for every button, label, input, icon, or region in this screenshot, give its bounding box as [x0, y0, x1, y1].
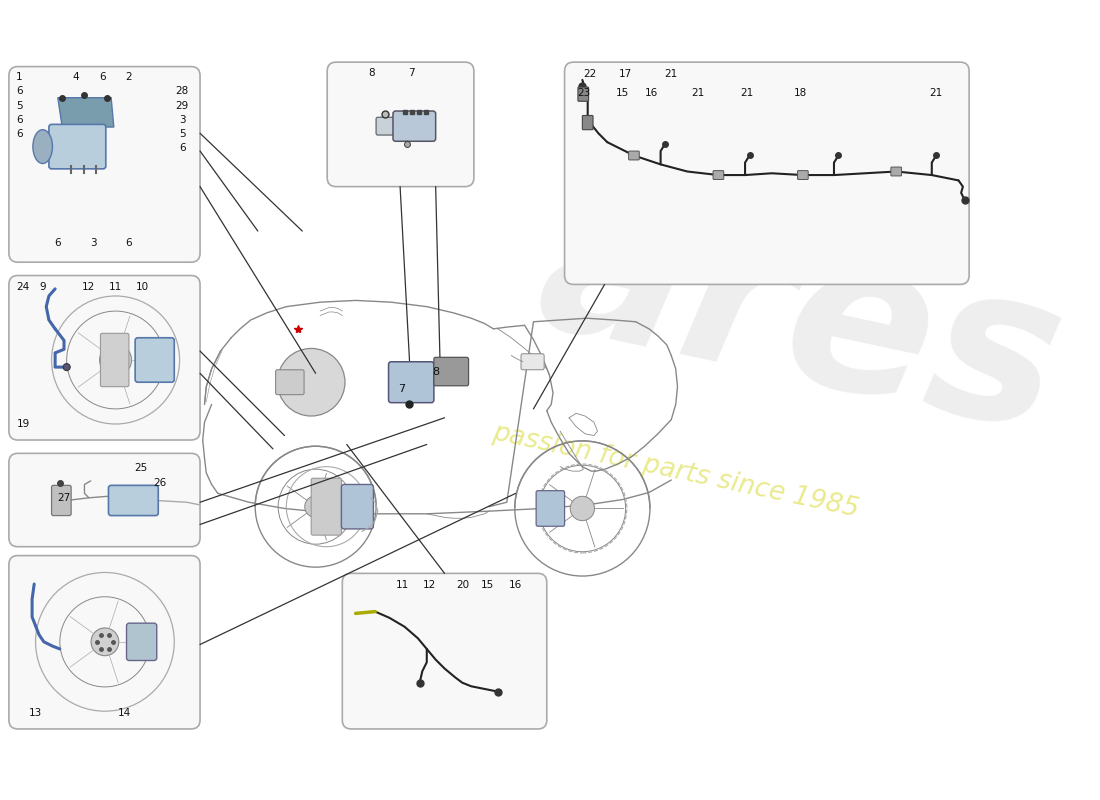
Text: 1: 1: [16, 72, 23, 82]
Text: 24: 24: [16, 282, 30, 292]
FancyBboxPatch shape: [891, 167, 902, 176]
Text: 22: 22: [583, 69, 596, 78]
Text: 15: 15: [481, 580, 494, 590]
Text: passion for parts since 1985: passion for parts since 1985: [491, 419, 861, 522]
Text: 6: 6: [179, 143, 186, 154]
Text: 12: 12: [422, 580, 436, 590]
FancyBboxPatch shape: [578, 87, 588, 102]
FancyBboxPatch shape: [9, 275, 200, 440]
Text: 26: 26: [153, 478, 167, 488]
Ellipse shape: [33, 130, 53, 163]
FancyBboxPatch shape: [9, 66, 200, 262]
Text: 16: 16: [645, 88, 658, 98]
Circle shape: [91, 628, 119, 656]
Text: 18: 18: [793, 88, 806, 98]
FancyBboxPatch shape: [713, 170, 724, 179]
Text: 10: 10: [135, 282, 149, 292]
Text: 21: 21: [664, 69, 678, 78]
FancyBboxPatch shape: [393, 111, 436, 142]
Text: 3: 3: [179, 115, 186, 125]
Text: 12: 12: [82, 282, 96, 292]
Text: 8: 8: [368, 68, 375, 78]
FancyBboxPatch shape: [376, 118, 396, 135]
Text: 2: 2: [125, 72, 132, 82]
FancyBboxPatch shape: [564, 62, 969, 285]
FancyBboxPatch shape: [109, 486, 158, 515]
FancyBboxPatch shape: [48, 124, 106, 169]
Text: 27: 27: [57, 493, 70, 503]
FancyBboxPatch shape: [276, 370, 304, 394]
Circle shape: [570, 496, 594, 521]
FancyBboxPatch shape: [342, 574, 547, 729]
Text: 7: 7: [408, 68, 415, 78]
Text: 8: 8: [432, 366, 439, 377]
FancyBboxPatch shape: [582, 115, 593, 130]
Text: 17: 17: [618, 69, 631, 78]
Text: 6: 6: [16, 129, 23, 139]
Circle shape: [277, 349, 345, 416]
FancyBboxPatch shape: [100, 334, 129, 386]
FancyBboxPatch shape: [628, 151, 639, 160]
Text: 19: 19: [16, 419, 30, 429]
Text: 21: 21: [691, 88, 705, 98]
Text: 6: 6: [16, 115, 23, 125]
Text: 21: 21: [930, 88, 943, 98]
Text: 23: 23: [578, 88, 591, 98]
Text: ares: ares: [521, 163, 1079, 477]
Text: 5: 5: [179, 129, 186, 139]
FancyBboxPatch shape: [52, 486, 72, 515]
Text: 29: 29: [176, 101, 189, 110]
Circle shape: [63, 363, 70, 370]
Text: 6: 6: [55, 238, 62, 248]
Circle shape: [100, 344, 132, 376]
Text: 4: 4: [73, 72, 79, 82]
FancyBboxPatch shape: [9, 555, 200, 729]
FancyBboxPatch shape: [433, 358, 469, 386]
FancyBboxPatch shape: [327, 62, 474, 186]
FancyBboxPatch shape: [536, 490, 564, 526]
Text: 15: 15: [616, 88, 629, 98]
FancyBboxPatch shape: [311, 478, 341, 535]
Text: 14: 14: [118, 708, 131, 718]
Polygon shape: [58, 98, 113, 127]
FancyBboxPatch shape: [388, 362, 433, 402]
FancyBboxPatch shape: [341, 485, 373, 529]
FancyBboxPatch shape: [135, 338, 174, 382]
Circle shape: [305, 496, 327, 518]
Text: 11: 11: [396, 580, 409, 590]
FancyBboxPatch shape: [798, 170, 808, 179]
FancyBboxPatch shape: [9, 454, 200, 546]
Text: 6: 6: [16, 86, 23, 97]
Text: 16: 16: [509, 580, 522, 590]
Text: 3: 3: [90, 238, 97, 248]
Text: 6: 6: [99, 72, 106, 82]
Text: 20: 20: [455, 580, 469, 590]
Text: 13: 13: [29, 708, 42, 718]
Text: 11: 11: [109, 282, 122, 292]
FancyBboxPatch shape: [126, 623, 156, 661]
Text: 9: 9: [40, 282, 46, 292]
Text: 21: 21: [740, 88, 754, 98]
Text: 25: 25: [134, 463, 147, 474]
Text: 7: 7: [398, 384, 406, 394]
Text: 6: 6: [125, 238, 132, 248]
Text: 28: 28: [176, 86, 189, 97]
FancyBboxPatch shape: [521, 354, 544, 370]
Text: 5: 5: [16, 101, 23, 110]
